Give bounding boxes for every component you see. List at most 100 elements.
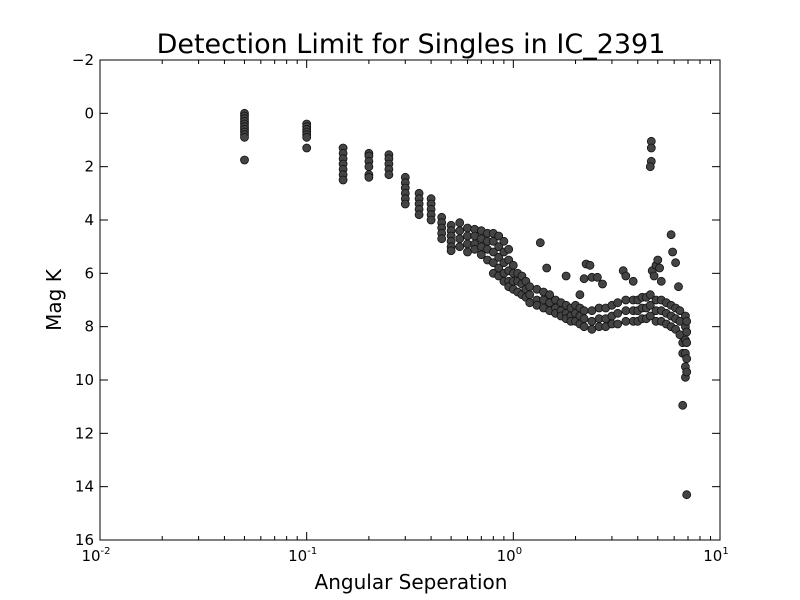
- data-point: [585, 260, 595, 270]
- data-point: [561, 271, 571, 281]
- data-point: [508, 260, 518, 270]
- data-point: [579, 306, 589, 316]
- x-axis-label: Angular Seperation: [315, 570, 508, 594]
- data-point: [587, 324, 597, 334]
- y-tick-label: 14: [75, 478, 94, 496]
- y-tick-label: 4: [84, 211, 94, 229]
- data-point: [525, 298, 535, 308]
- data-point: [621, 316, 631, 326]
- points-layer: [240, 108, 692, 500]
- data-point: [613, 308, 623, 318]
- data-point: [494, 252, 504, 262]
- y-axis-label: Mag K: [42, 268, 66, 331]
- data-point: [649, 271, 659, 281]
- data-point: [426, 215, 436, 225]
- data-point: [621, 306, 631, 316]
- data-point: [613, 298, 623, 308]
- data-point: [587, 316, 597, 326]
- x-tick-label: 10-1: [288, 546, 317, 565]
- y-tick-label: −2: [72, 51, 94, 69]
- data-point: [646, 143, 656, 153]
- data-point: [437, 234, 447, 244]
- data-point: [682, 354, 692, 364]
- data-point: [674, 282, 683, 292]
- y-tick-label: 16: [75, 531, 94, 549]
- data-point: [621, 295, 631, 305]
- data-point: [579, 274, 589, 284]
- data-point: [525, 290, 535, 300]
- data-point: [400, 199, 410, 209]
- data-point: [682, 316, 692, 326]
- data-point: [628, 276, 638, 286]
- data-point: [414, 210, 424, 220]
- data-point: [653, 255, 663, 265]
- data-point: [455, 234, 465, 244]
- data-point: [525, 282, 535, 292]
- x-tick-exponent: 1: [722, 546, 728, 557]
- data-point: [302, 143, 312, 153]
- data-point: [579, 322, 589, 332]
- data-point: [463, 247, 472, 257]
- data-point: [593, 272, 602, 282]
- x-tick-exponent: 0: [516, 546, 522, 557]
- data-point: [494, 242, 504, 252]
- data-point: [455, 218, 465, 228]
- data-point: [587, 306, 597, 316]
- data-point: [542, 263, 552, 273]
- data-point: [668, 247, 677, 257]
- data-point: [384, 170, 394, 180]
- data-point: [666, 230, 676, 240]
- y-tick-label: 0: [84, 104, 94, 122]
- data-point: [455, 242, 465, 252]
- plot-frame: [99, 59, 721, 541]
- y-tick-label: 10: [75, 371, 94, 389]
- data-point: [504, 244, 514, 254]
- data-point: [645, 300, 655, 310]
- data-point: [364, 162, 374, 172]
- data-point: [645, 311, 655, 321]
- data-point: [488, 258, 498, 268]
- data-point: [488, 247, 498, 257]
- data-point: [446, 246, 456, 256]
- data-point: [579, 314, 589, 324]
- data-point: [364, 172, 374, 182]
- x-tick-label: 100: [497, 546, 522, 565]
- data-point: [488, 236, 498, 246]
- data-point: [598, 279, 607, 289]
- data-point: [682, 490, 692, 500]
- data-point: [655, 263, 664, 273]
- data-point: [613, 319, 623, 329]
- data-point: [678, 400, 688, 410]
- data-point: [499, 236, 509, 246]
- y-tick-label: 2: [84, 158, 94, 176]
- data-point: [675, 306, 685, 316]
- data-point: [240, 132, 249, 142]
- data-point: [682, 327, 692, 337]
- y-tick-label: 8: [84, 318, 94, 336]
- data-point: [455, 226, 465, 236]
- x-tick-label: 101: [703, 546, 728, 565]
- data-point: [240, 155, 249, 165]
- data-point: [671, 258, 680, 268]
- x-tick-exponent: -2: [101, 546, 111, 557]
- data-point: [645, 290, 655, 300]
- data-point: [302, 132, 312, 142]
- data-point: [338, 175, 348, 185]
- data-point: [463, 223, 472, 233]
- data-point: [682, 367, 692, 377]
- data-point: [656, 276, 666, 286]
- data-point: [682, 338, 692, 348]
- data-point: [463, 239, 472, 249]
- data-point: [535, 238, 545, 248]
- data-point: [476, 250, 486, 260]
- x-tick-exponent: -1: [307, 546, 317, 557]
- data-point: [463, 231, 472, 241]
- data-point: [621, 271, 631, 281]
- data-point: [645, 162, 655, 172]
- y-tick-label: 6: [84, 264, 94, 282]
- data-point: [494, 231, 504, 241]
- y-tick-label: 12: [75, 424, 94, 442]
- data-point: [575, 290, 585, 300]
- chart-title: Detection Limit for Singles in IC_2391: [157, 29, 666, 60]
